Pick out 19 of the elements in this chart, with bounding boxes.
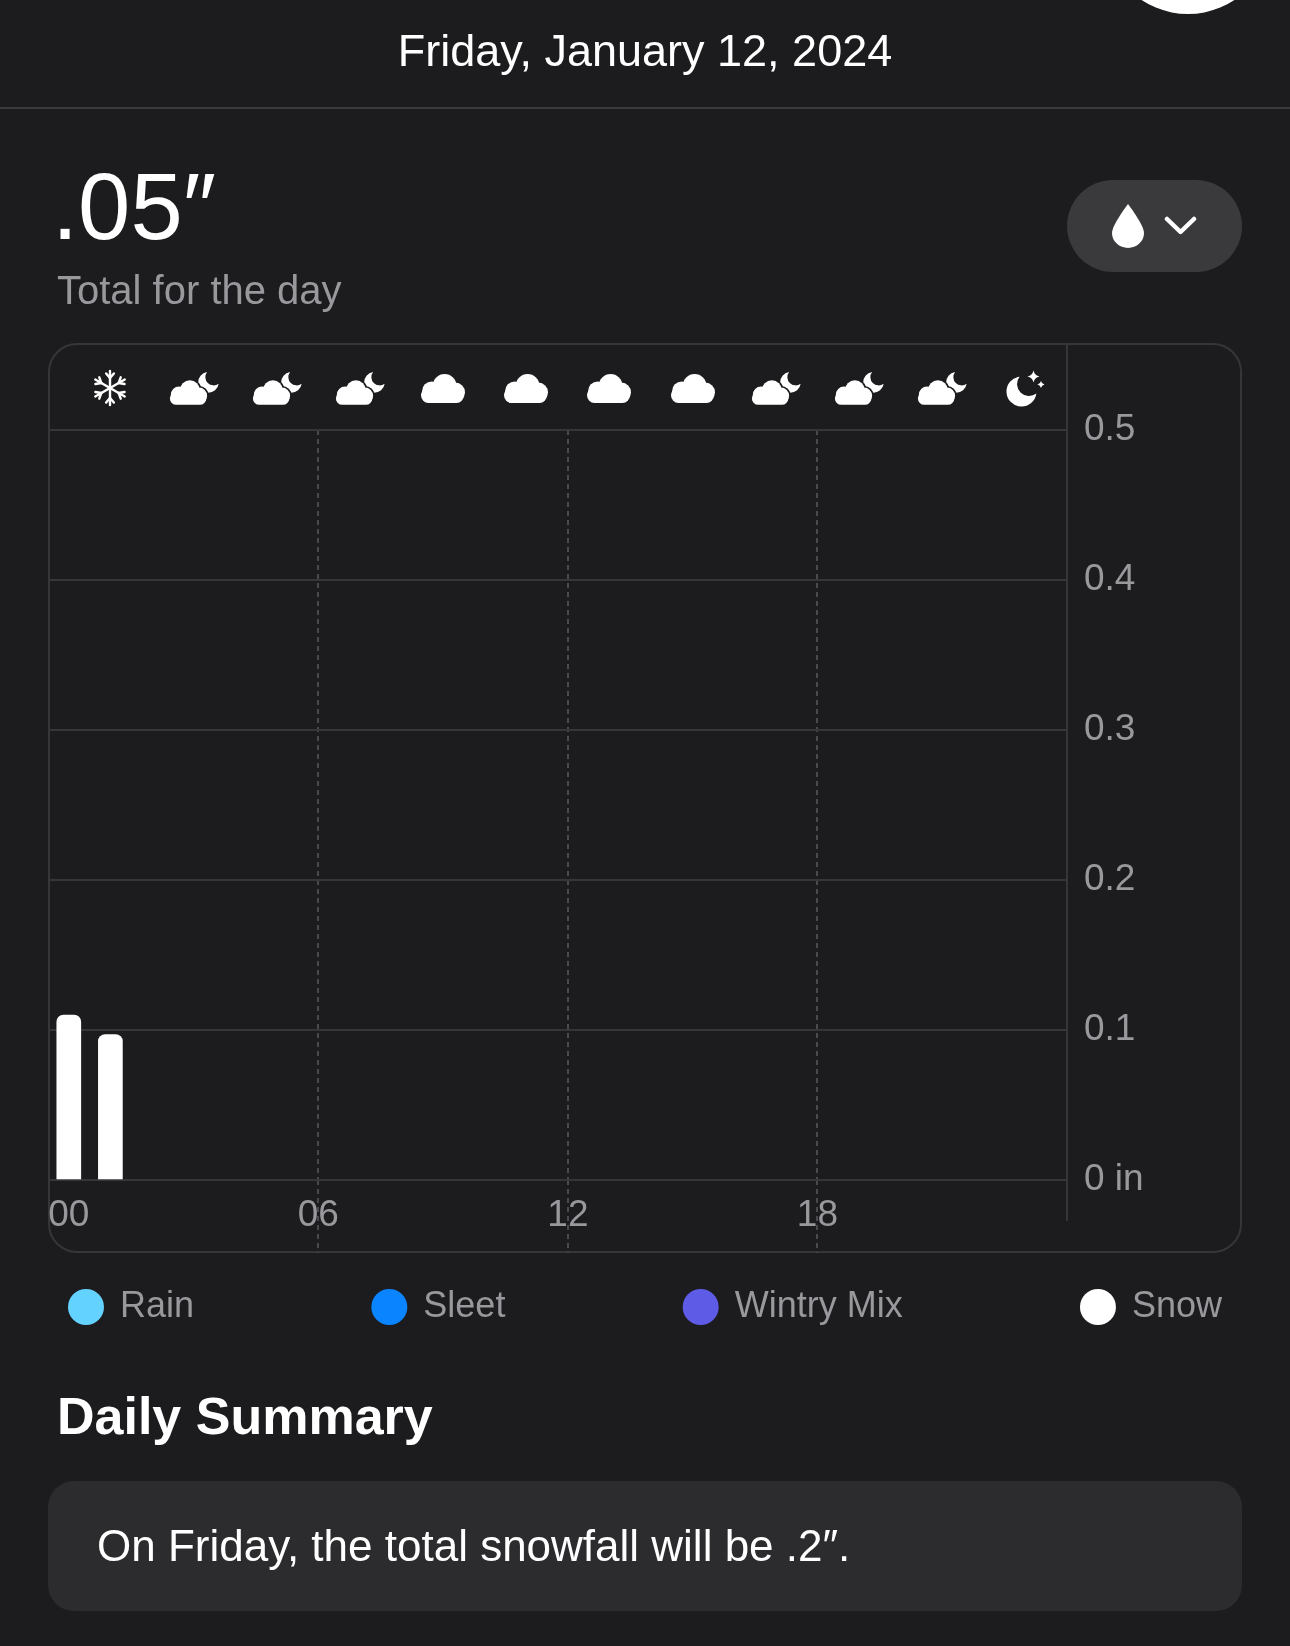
x-tick-label: 18	[796, 1193, 839, 1235]
legend-label: Sleet	[423, 1283, 506, 1325]
y-tick-label: 0.1	[1084, 1007, 1136, 1049]
y-tick-label: 0.2	[1084, 857, 1136, 899]
y-tick-label: 0.5	[1084, 407, 1136, 449]
x-tick-label: 00	[48, 1193, 90, 1235]
text: Daily Summary	[57, 1386, 433, 1447]
chart-title: Friday, January 12, 2024	[396, 24, 894, 78]
y-tick-label: 0.3	[1084, 707, 1136, 749]
y-tick-label: 0.4	[1084, 557, 1136, 599]
text: Total for the day	[57, 267, 342, 314]
text: .05″	[52, 154, 216, 259]
legend-label: Snow	[1131, 1283, 1223, 1325]
legend-label: Rain	[120, 1283, 195, 1325]
y-tick-label: 0 in	[1084, 1157, 1144, 1199]
x-tick-label: 12	[547, 1193, 589, 1235]
x-tick-label: 06	[297, 1193, 339, 1235]
text: On Friday, the total snowfall will be .2″.	[97, 1520, 851, 1572]
legend-label: Wintry Mix	[734, 1283, 903, 1325]
